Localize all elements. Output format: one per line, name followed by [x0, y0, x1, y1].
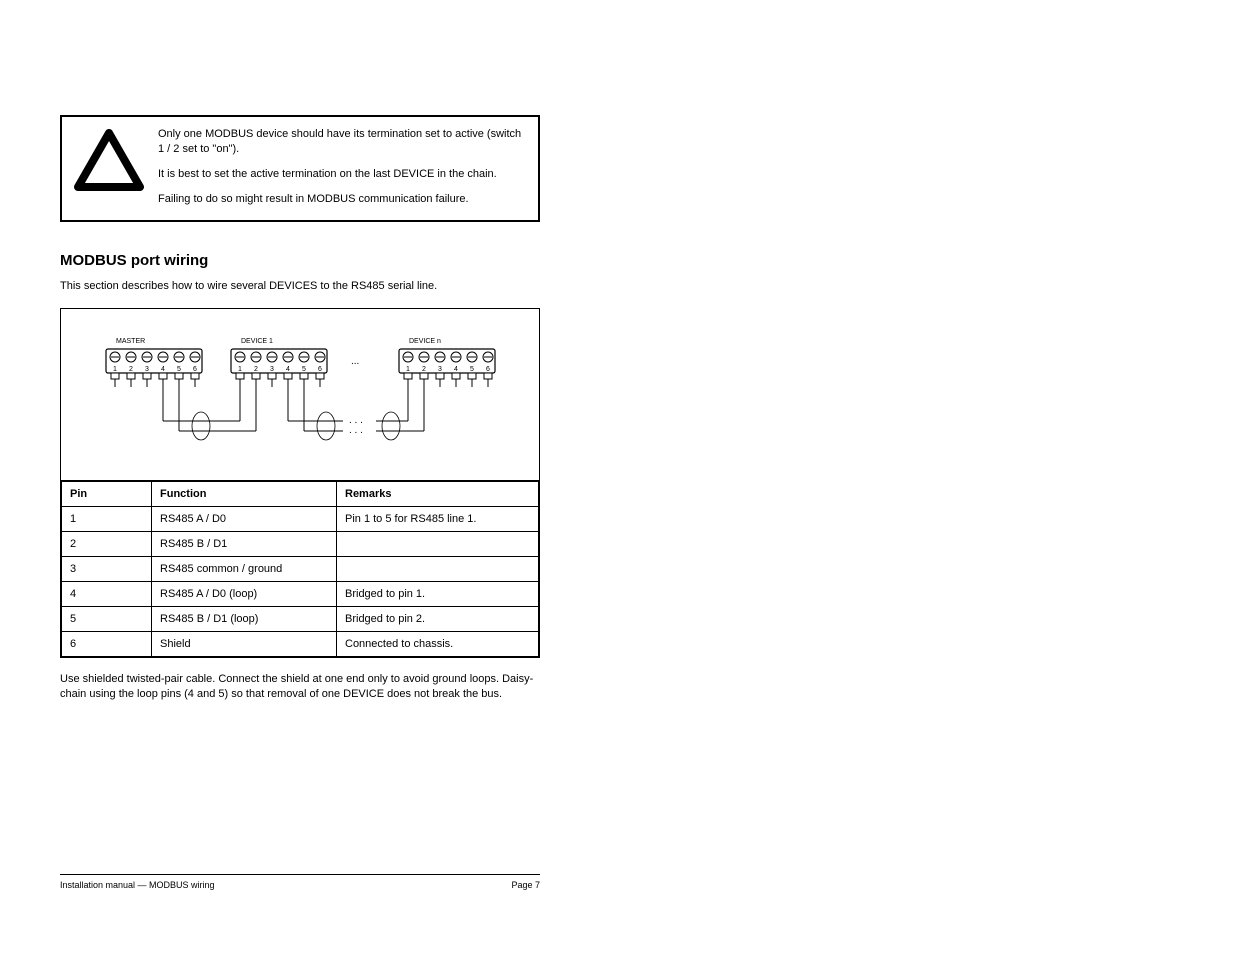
svg-text:3: 3 — [270, 366, 274, 373]
cell-function: RS485 B / D1 — [152, 532, 337, 557]
table-row: 3 RS485 common / ground — [62, 557, 539, 582]
footer-left: Installation manual — MODBUS wiring — [60, 880, 215, 890]
cell-pin: 2 — [62, 532, 152, 557]
cell-function: RS485 common / ground — [152, 557, 337, 582]
section-intro: This section describes how to wire sever… — [60, 279, 540, 294]
th-pin: Pin — [62, 482, 152, 507]
wires-dev1-next — [288, 379, 343, 440]
cell-pin: 6 — [62, 632, 152, 657]
cell-remarks: Bridged to pin 2. — [337, 607, 539, 632]
terminal-block-device1: 1 2 3 4 5 6 — [231, 349, 327, 379]
wiring-table-figure: MASTER DEVICE 1 DEVICE n — [60, 308, 540, 658]
cell-remarks: Connected to chassis. — [337, 632, 539, 657]
cell-function: Shield — [152, 632, 337, 657]
afternote: Use shielded twisted-pair cable. Connect… — [60, 672, 540, 702]
th-remarks: Remarks — [337, 482, 539, 507]
wires-master-dev1 — [163, 379, 256, 440]
warning-box: Only one MODBUS device should have its t… — [60, 115, 540, 222]
table-row: 5 RS485 B / D1 (loop) Bridged to pin 2. — [62, 607, 539, 632]
svg-text:2: 2 — [129, 366, 133, 373]
label-device1: DEVICE 1 — [241, 338, 273, 345]
table-header-row: Pin Function Remarks — [62, 482, 539, 507]
cell-remarks — [337, 557, 539, 582]
svg-text:3: 3 — [438, 366, 442, 373]
cell-remarks — [337, 532, 539, 557]
wiring-diagram: MASTER DEVICE 1 DEVICE n — [61, 309, 539, 481]
svg-text:2: 2 — [422, 366, 426, 373]
warning-p1: Only one MODBUS device should have its t… — [158, 127, 526, 157]
svg-text:4: 4 — [161, 366, 165, 373]
cell-function: RS485 B / D1 (loop) — [152, 607, 337, 632]
cell-remarks: Pin 1 to 5 for RS485 line 1. — [337, 507, 539, 532]
pin-table: Pin Function Remarks 1 RS485 A / D0 Pin … — [61, 481, 539, 657]
cell-function: RS485 A / D0 (loop) — [152, 582, 337, 607]
svg-text:1: 1 — [406, 366, 410, 373]
svg-text:2: 2 — [254, 366, 258, 373]
svg-text:6: 6 — [318, 366, 322, 373]
cell-remarks: Bridged to pin 1. — [337, 582, 539, 607]
svg-text:4: 4 — [454, 366, 458, 373]
th-function: Function — [152, 482, 337, 507]
table-row: 6 Shield Connected to chassis. — [62, 632, 539, 657]
cell-function: RS485 A / D0 — [152, 507, 337, 532]
svg-text:5: 5 — [470, 366, 474, 373]
section-heading: MODBUS port wiring — [60, 252, 540, 269]
svg-text:4: 4 — [286, 366, 290, 373]
wires-prev-devn — [376, 379, 424, 440]
svg-text:6: 6 — [486, 366, 490, 373]
table-row: 4 RS485 A / D0 (loop) Bridged to pin 1. — [62, 582, 539, 607]
svg-text:1: 1 — [238, 366, 242, 373]
warning-p2: It is best to set the active termination… — [158, 167, 526, 182]
warning-text: Only one MODBUS device should have its t… — [158, 127, 526, 206]
svg-text:5: 5 — [177, 366, 181, 373]
cell-pin: 5 — [62, 607, 152, 632]
svg-text:1: 1 — [113, 366, 117, 373]
table-row: 2 RS485 B / D1 — [62, 532, 539, 557]
footer-rule — [60, 874, 540, 875]
warning-icon — [74, 129, 144, 198]
svg-text:6: 6 — [193, 366, 197, 373]
warning-p3: Failing to do so might result in MODBUS … — [158, 192, 526, 207]
footer: Installation manual — MODBUS wiring Page… — [60, 880, 540, 890]
label-master: MASTER — [116, 338, 145, 345]
terminal-block-devicen: 1 2 3 4 5 6 — [399, 349, 495, 379]
table-row: 1 RS485 A / D0 Pin 1 to 5 for RS485 line… — [62, 507, 539, 532]
svg-text:5: 5 — [302, 366, 306, 373]
label-devicen: DEVICE n — [409, 338, 441, 345]
svg-text:3: 3 — [145, 366, 149, 373]
cell-pin: 4 — [62, 582, 152, 607]
terminal-block-master: 1 2 3 4 5 6 — [106, 349, 202, 379]
ellipsis-top: ... — [351, 356, 359, 367]
cell-pin: 3 — [62, 557, 152, 582]
footer-right: Page 7 — [511, 880, 540, 890]
ellipsis-wire2: . . . — [349, 425, 363, 436]
cell-pin: 1 — [62, 507, 152, 532]
